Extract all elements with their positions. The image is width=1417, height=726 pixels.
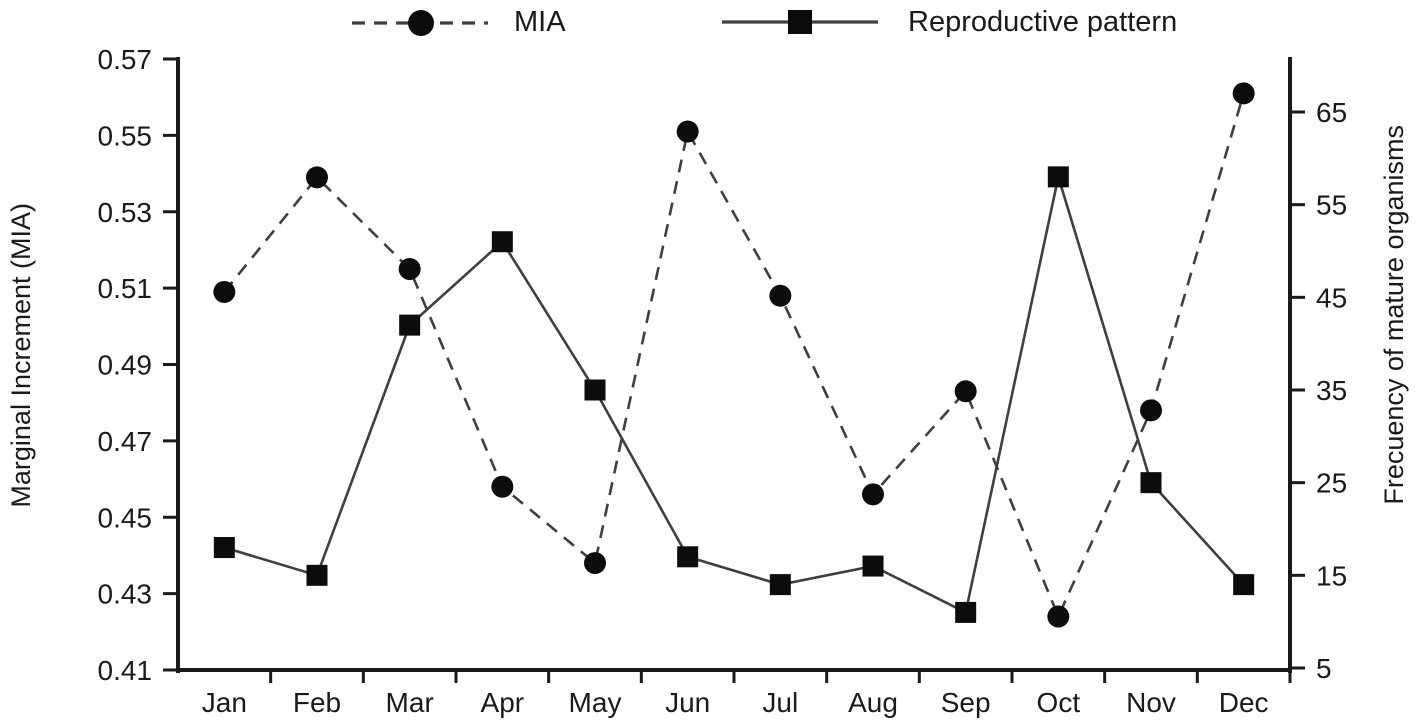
reproductive-pattern-line bbox=[223, 176, 1245, 615]
mia-legend-sample-icon bbox=[352, 10, 488, 36]
x-tick-label-oct: Oct bbox=[1037, 687, 1081, 718]
x-tick-label-jul: Jul bbox=[762, 687, 798, 718]
reproductive-pattern-marker-may bbox=[584, 379, 606, 401]
reproductive-pattern-marker-nov bbox=[1140, 472, 1162, 494]
x-tick-label-jun: Jun bbox=[665, 687, 710, 718]
left-axis-tick-label: 0.53 bbox=[98, 197, 153, 228]
reproductive-pattern-marker-dec bbox=[1233, 574, 1255, 596]
left-axis-tick-label: 0.51 bbox=[98, 273, 153, 304]
mia-marker-apr bbox=[491, 475, 514, 498]
reproductive-pattern-marker-apr bbox=[491, 231, 513, 253]
reproductive-pattern-marker-sep bbox=[955, 601, 977, 623]
reproductive-pattern-legend-sample-icon bbox=[722, 10, 878, 34]
left-axis-tick-label: 0.43 bbox=[98, 579, 153, 610]
right-axis-tick-label: 35 bbox=[1316, 375, 1347, 406]
mia-marker-dec bbox=[1232, 82, 1255, 105]
x-tick-label-mar: Mar bbox=[386, 687, 434, 718]
right-axis-tick-label: 45 bbox=[1316, 282, 1347, 313]
reproductive-pattern-marker-jan bbox=[213, 537, 235, 559]
mia-marker-jun bbox=[676, 120, 699, 143]
right-axis-tick-label: 55 bbox=[1316, 190, 1347, 221]
x-tick-label-aug: Aug bbox=[848, 687, 898, 718]
left-axis-tick-label: 0.47 bbox=[98, 426, 153, 457]
legend-label-reproductive-pattern: Reproductive pattern bbox=[908, 5, 1178, 38]
mia-marker-sep bbox=[954, 380, 977, 403]
left-axis-tick-label: 0.57 bbox=[98, 44, 153, 75]
right-axis-tick-label: 15 bbox=[1316, 560, 1347, 591]
left-axis-tick-label: 0.49 bbox=[98, 350, 153, 381]
reproductive-pattern-marker-feb bbox=[306, 564, 328, 586]
mia-marker-oct bbox=[1047, 605, 1070, 628]
mia-line bbox=[223, 93, 1245, 620]
x-tick-label-feb: Feb bbox=[293, 687, 341, 718]
right-axis-tick-label: 65 bbox=[1316, 97, 1347, 128]
mia-marker-jul bbox=[769, 284, 792, 307]
mia-marker-nov bbox=[1140, 399, 1162, 422]
legend-label-mia: MIA bbox=[514, 5, 566, 38]
mia-marker-aug bbox=[862, 483, 884, 506]
legend-item-mia: MIA bbox=[350, 5, 566, 39]
mia-marker-mar bbox=[398, 258, 421, 281]
left-axis-tick-label: 0.55 bbox=[98, 120, 153, 151]
legend-item-reproductive-pattern: Reproductive pattern bbox=[720, 5, 1177, 39]
x-tick-label-dec: Dec bbox=[1219, 687, 1269, 718]
mia-marker-jan bbox=[213, 280, 236, 303]
left-axis-tick-label: 0.45 bbox=[98, 502, 153, 533]
mia-marker-may bbox=[584, 552, 606, 575]
reproductive-pattern-marker-mar bbox=[399, 314, 421, 336]
mia-marker-feb bbox=[306, 166, 328, 189]
x-tick-label-apr: Apr bbox=[481, 687, 525, 718]
reproductive-pattern-marker-jul bbox=[769, 574, 791, 596]
reproductive-pattern-marker-aug bbox=[862, 555, 884, 577]
x-tick-label-jan: Jan bbox=[202, 687, 247, 718]
x-tick-label-nov: Nov bbox=[1126, 687, 1176, 718]
x-tick-label-sep: Sep bbox=[941, 687, 991, 718]
reproductive-pattern-marker-oct bbox=[1047, 166, 1069, 188]
right-axis-tick-label: 5 bbox=[1316, 653, 1332, 684]
x-tick-label-may: May bbox=[569, 687, 622, 718]
right-axis-tick-label: 25 bbox=[1316, 468, 1347, 499]
reproductive-pattern-marker-jun bbox=[677, 546, 699, 568]
left-axis-tick-label: 0.41 bbox=[98, 655, 153, 686]
